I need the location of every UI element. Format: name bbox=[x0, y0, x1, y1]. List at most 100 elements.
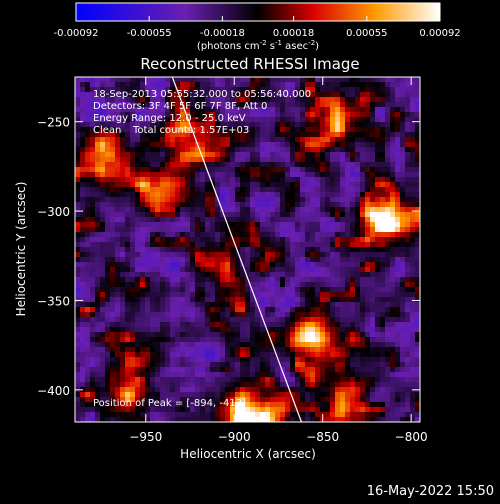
heatmap-cell bbox=[385, 267, 390, 272]
heatmap-cell bbox=[335, 412, 340, 417]
heatmap-cell bbox=[325, 77, 330, 82]
heatmap-cell bbox=[165, 167, 170, 172]
heatmap-cell bbox=[180, 162, 185, 167]
heatmap-cell bbox=[75, 297, 80, 302]
heatmap-cell bbox=[220, 147, 225, 152]
heatmap-cell bbox=[320, 382, 325, 387]
heatmap-cell bbox=[150, 277, 155, 282]
heatmap-cell bbox=[250, 377, 255, 382]
heatmap-cell bbox=[395, 282, 400, 287]
colorbar-ticks: -0.00092 -0.00055 -0.00018 0.00018 0.00055 0.… bbox=[54, 16, 461, 39]
heatmap-cell bbox=[415, 177, 420, 182]
heatmap-cell bbox=[210, 147, 215, 152]
heatmap-cell bbox=[315, 127, 320, 132]
heatmap-cell bbox=[295, 392, 300, 397]
heatmap-cell bbox=[345, 377, 350, 382]
heatmap-cell bbox=[365, 332, 370, 337]
heatmap-cell bbox=[220, 302, 225, 307]
heatmap-cell bbox=[310, 147, 315, 152]
heatmap-cell bbox=[295, 237, 300, 242]
heatmap-cell bbox=[255, 372, 260, 377]
heatmap-cell bbox=[305, 147, 310, 152]
heatmap-cell bbox=[335, 312, 340, 317]
heatmap-cell bbox=[110, 237, 115, 242]
heatmap-cell bbox=[215, 392, 220, 397]
heatmap-cell bbox=[95, 212, 100, 217]
heatmap-cell bbox=[385, 132, 390, 137]
heatmap-cell bbox=[130, 297, 135, 302]
heatmap-cell bbox=[210, 337, 215, 342]
heatmap-cell bbox=[165, 197, 170, 202]
heatmap-cell bbox=[300, 357, 305, 362]
heatmap-cell bbox=[405, 127, 410, 132]
heatmap-cell bbox=[225, 347, 230, 352]
heatmap-cell bbox=[150, 372, 155, 377]
heatmap-cell bbox=[165, 237, 170, 242]
heatmap-cell bbox=[395, 227, 400, 232]
heatmap-cell bbox=[110, 197, 115, 202]
heatmap-cell bbox=[115, 272, 120, 277]
heatmap-cell bbox=[240, 77, 245, 82]
heatmap-cell bbox=[205, 412, 210, 417]
heatmap-cell bbox=[195, 87, 200, 92]
heatmap-cell bbox=[75, 142, 80, 147]
heatmap-cell bbox=[225, 242, 230, 247]
heatmap-cell bbox=[360, 162, 365, 167]
heatmap-cell bbox=[185, 287, 190, 292]
heatmap-cell bbox=[400, 382, 405, 387]
heatmap-cell bbox=[250, 112, 255, 117]
heatmap-cell bbox=[400, 367, 405, 372]
heatmap-cell bbox=[170, 192, 175, 197]
heatmap-cell bbox=[295, 267, 300, 272]
heatmap-cell bbox=[150, 117, 155, 122]
heatmap-cell bbox=[320, 307, 325, 312]
heatmap-cell bbox=[160, 407, 165, 412]
heatmap-cell bbox=[240, 407, 245, 412]
heatmap-cell bbox=[355, 392, 360, 397]
heatmap-cell bbox=[290, 297, 295, 302]
heatmap-cell bbox=[225, 367, 230, 372]
heatmap-cell bbox=[390, 387, 395, 392]
heatmap-cell bbox=[190, 392, 195, 397]
heatmap-cell bbox=[145, 122, 150, 127]
heatmap-cell bbox=[380, 207, 385, 212]
heatmap-cell bbox=[135, 212, 140, 217]
heatmap-cell bbox=[350, 402, 355, 407]
heatmap-cell bbox=[105, 207, 110, 212]
heatmap-cell bbox=[325, 272, 330, 277]
heatmap-cell bbox=[340, 147, 345, 152]
heatmap-cell bbox=[315, 367, 320, 372]
heatmap-cell bbox=[215, 227, 220, 232]
heatmap-cell bbox=[130, 357, 135, 362]
heatmap-cell bbox=[410, 367, 415, 372]
heatmap-cell bbox=[360, 82, 365, 87]
heatmap-cell bbox=[175, 232, 180, 237]
heatmap-cell bbox=[95, 347, 100, 352]
heatmap-cell bbox=[175, 342, 180, 347]
heatmap-cell bbox=[235, 222, 240, 227]
heatmap-cell bbox=[250, 402, 255, 407]
heatmap-cell bbox=[380, 337, 385, 342]
heatmap-cell bbox=[360, 207, 365, 212]
heatmap-cell bbox=[365, 82, 370, 87]
heatmap-cell bbox=[415, 137, 420, 142]
heatmap-cell bbox=[305, 217, 310, 222]
heatmap-cell bbox=[250, 312, 255, 317]
heatmap-cell bbox=[160, 317, 165, 322]
heatmap-cell bbox=[310, 287, 315, 292]
heatmap-cell bbox=[275, 237, 280, 242]
heatmap-cell bbox=[265, 377, 270, 382]
heatmap-cell bbox=[100, 342, 105, 347]
heatmap-cell bbox=[75, 302, 80, 307]
heatmap-cell bbox=[205, 267, 210, 272]
heatmap-cell bbox=[235, 147, 240, 152]
heatmap-cell bbox=[90, 147, 95, 152]
heatmap-cell bbox=[340, 322, 345, 327]
heatmap-cell bbox=[260, 387, 265, 392]
heatmap-cell bbox=[340, 102, 345, 107]
heatmap-cell bbox=[370, 197, 375, 202]
heatmap-cell bbox=[125, 212, 130, 217]
heatmap-cell bbox=[260, 307, 265, 312]
heatmap-cell bbox=[140, 357, 145, 362]
heatmap-cell bbox=[210, 312, 215, 317]
